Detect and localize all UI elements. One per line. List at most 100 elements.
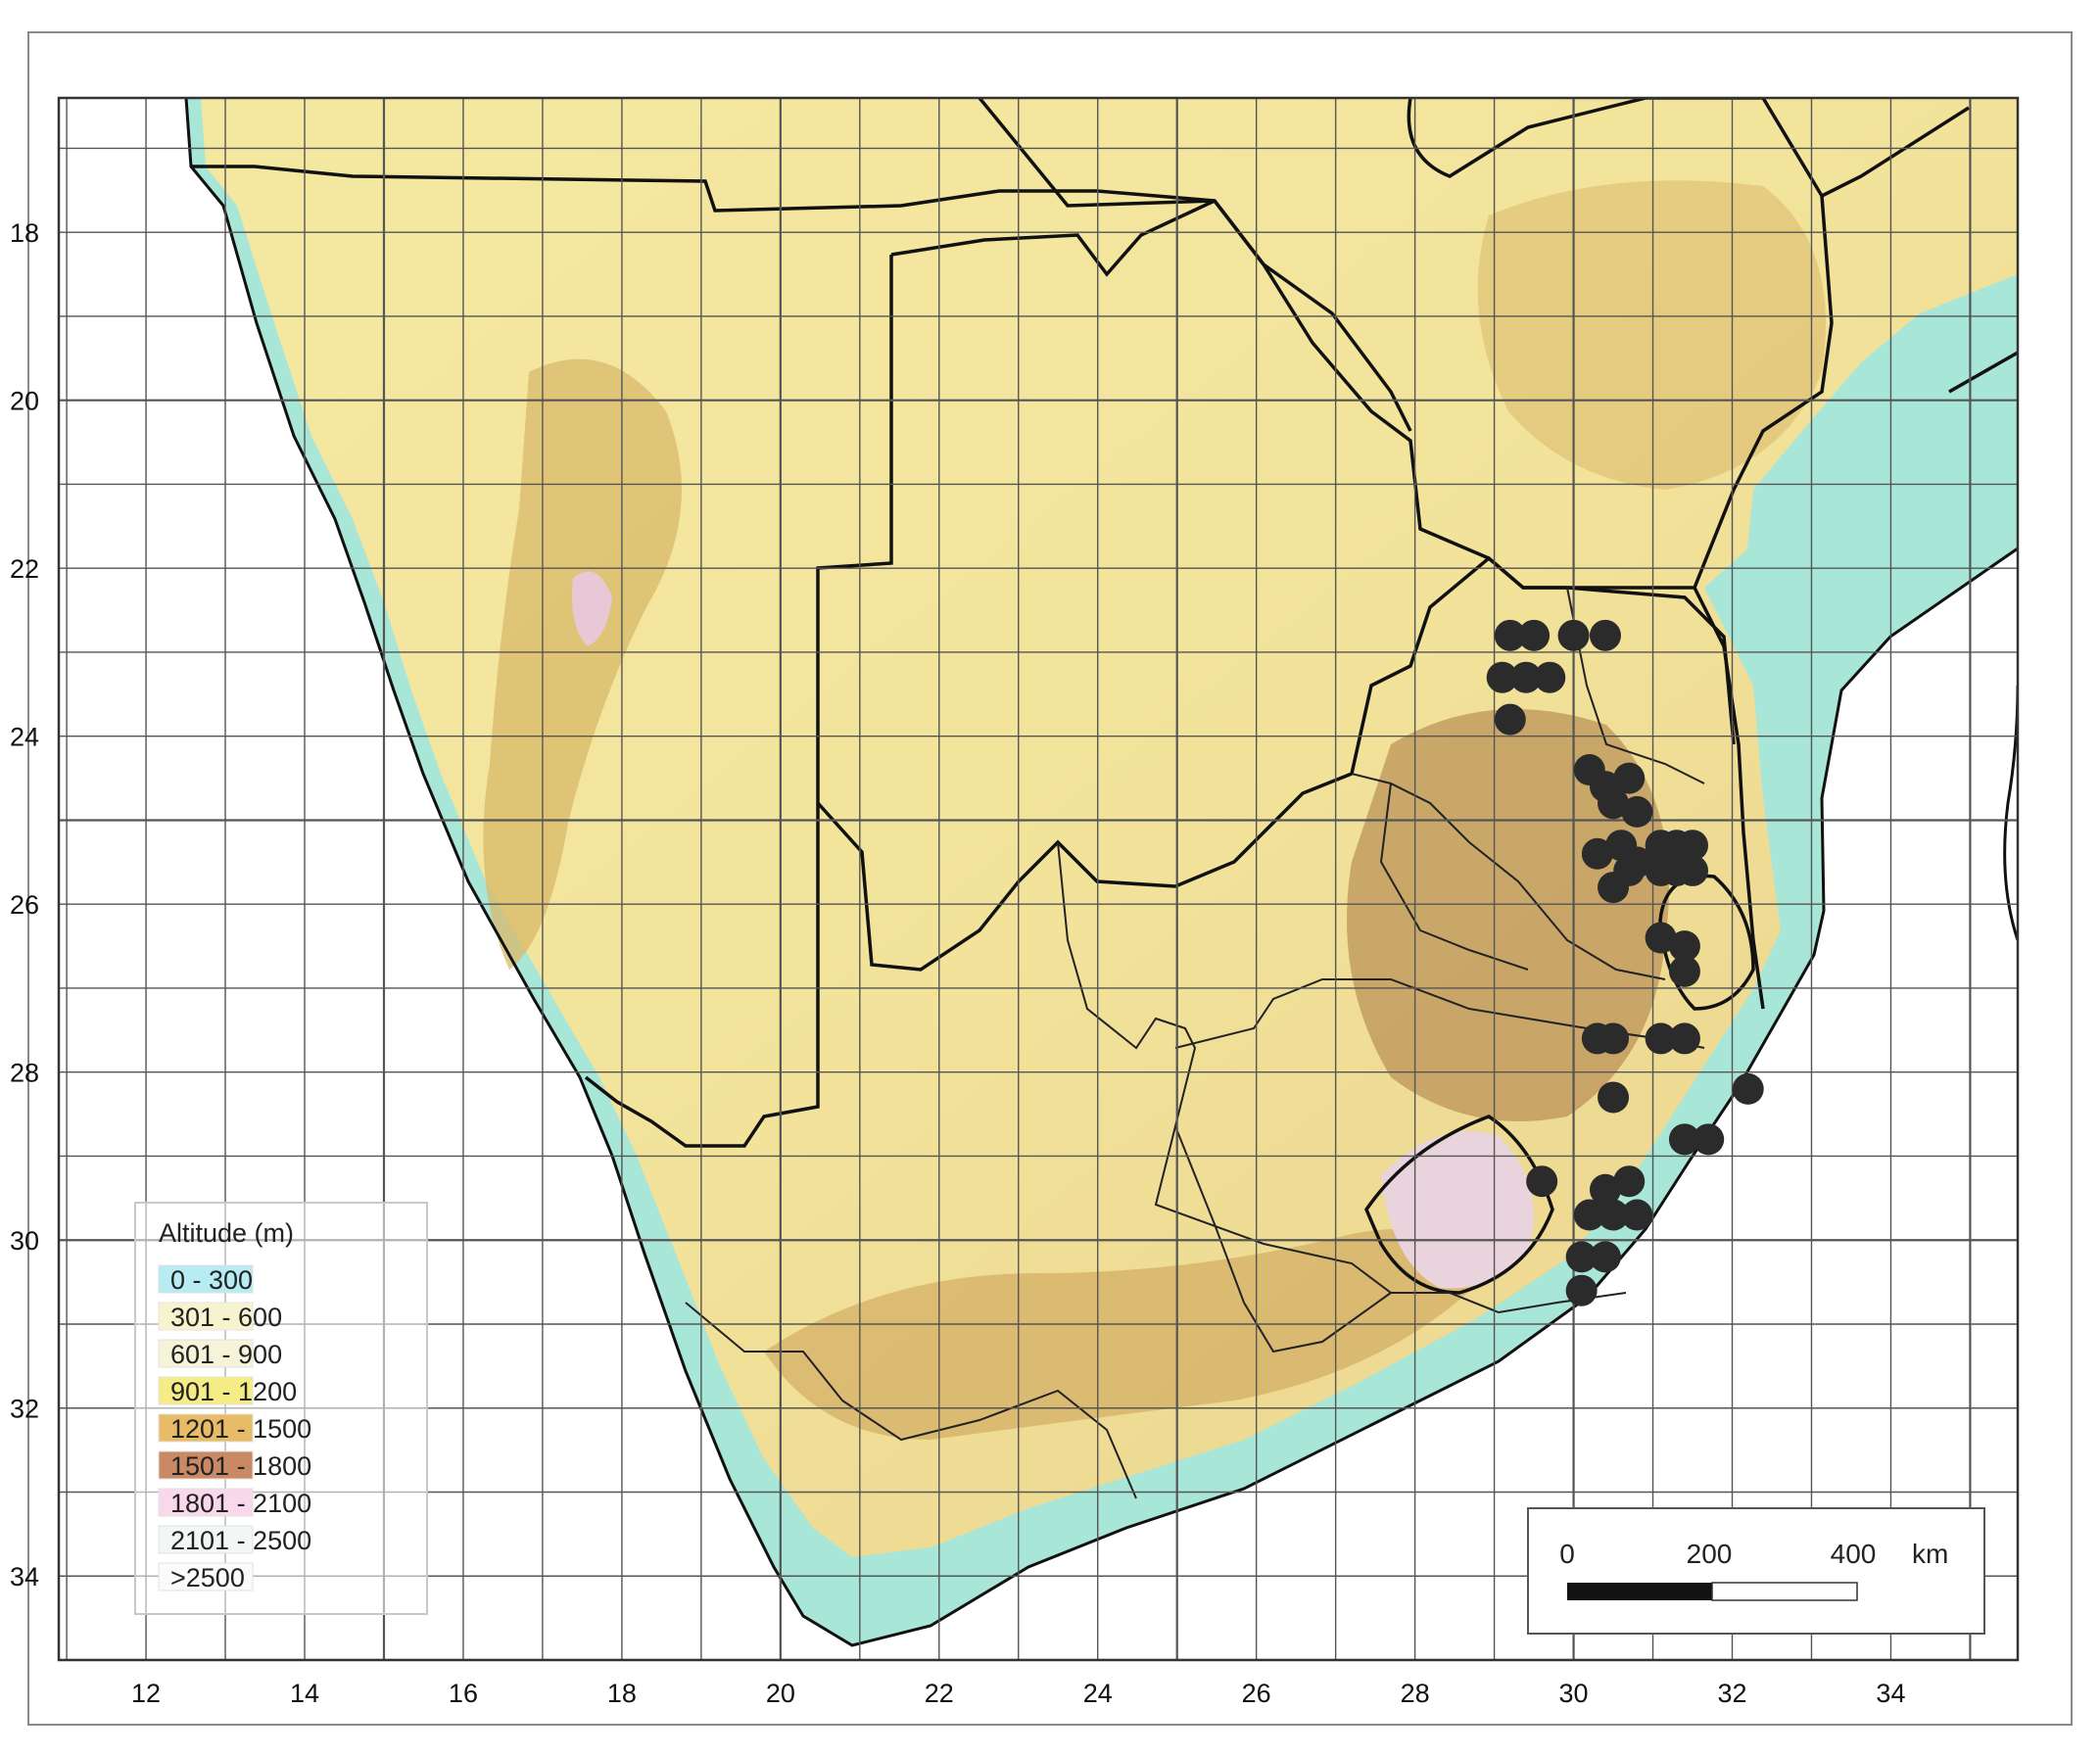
y-tick-label: 24 [10,723,39,752]
y-tick-label: 34 [10,1562,39,1591]
map-frame [27,31,2073,1726]
occurrence-point [1494,703,1526,736]
legend-swatch [158,1450,254,1480]
highland-northeast [1477,180,1826,490]
occurrence-point [1598,787,1630,820]
legend-swatch [158,1339,254,1368]
occurrence-point [1534,661,1566,693]
occurrence-point [1509,661,1542,693]
occurrence-point [1589,1241,1621,1273]
occurrence-point [1668,955,1700,987]
y-tick-label: 30 [10,1226,39,1256]
occurrence-point [1613,1165,1646,1198]
occurrence-point [1581,837,1613,870]
occurrence-point [1645,922,1677,954]
province-border-6 [685,1302,1137,1499]
highland-namibia-peak [572,571,612,646]
occurrence-point [1598,1199,1630,1231]
legend-label: 301 - 600 [170,1303,282,1332]
border-mozambique-malawi [1821,106,2018,394]
border-angola-namibia [191,165,1216,213]
occurrence-point [1645,1022,1677,1055]
y-tick-label: 18 [10,218,39,248]
border-namibia-botswana [584,255,893,1148]
scale-label-200: 200 [1687,1539,1733,1569]
occurrence-point [1557,619,1590,651]
y-tick-label: 28 [10,1059,39,1088]
x-tick-label: 22 [925,1679,954,1708]
legend-label: 1801 - 2100 [170,1489,311,1518]
legend-swatch [158,1264,254,1294]
border-south-africa-mozambique [1693,587,1765,1010]
x-tick-label: 16 [449,1679,478,1708]
occurrence-point [1565,1241,1598,1273]
occurrence-point [1565,1274,1598,1306]
lowland-mozambique [1704,353,2018,798]
occurrence-point [1526,1165,1558,1198]
altitude-legend: Altitude (m) 0 - 300 301 - 600 601 - 900 90… [134,1202,428,1615]
legend-swatch [158,1413,254,1443]
legend-label: 601 - 900 [170,1340,282,1369]
legend-label: >2500 [170,1563,245,1592]
border-zimbabwe-mozambique [1407,98,1834,590]
map-border [57,96,2020,1662]
occurrence-point [1677,830,1709,862]
legend-label: 1501 - 1800 [170,1451,311,1481]
occurrence-point [1598,1022,1630,1055]
y-tick-label: 22 [10,554,39,584]
highland-escarpment-south [764,1229,1489,1440]
occurrence-point [1589,1173,1621,1206]
legend-title: Altitude (m) [159,1218,294,1248]
occurrence-point [1668,1022,1700,1055]
occurrence-point [1621,1199,1653,1231]
legend-swatch [158,1488,254,1517]
y-tick-label: 32 [10,1395,39,1424]
scale-segment-white [1711,1582,1858,1601]
highland-east [1347,709,1669,1121]
scale-bar: 0 200 400 km [1527,1507,1985,1635]
occurrence-points [1486,619,1764,1306]
occurrence-point [1598,1081,1630,1114]
scale-unit: km [1912,1539,1948,1569]
border-limpopo [1350,555,1736,775]
border-caprivi [890,199,1216,277]
legend-label: 901 - 1200 [170,1377,297,1406]
legend-swatch [158,1376,254,1405]
occurrence-point [1613,762,1646,794]
legend-label: 0 - 300 [170,1265,253,1295]
province-border-4 [1379,783,1529,971]
x-tick-label: 12 [131,1679,161,1708]
x-tick-label: 34 [1876,1679,1905,1708]
coastline [184,98,2018,1647]
legend-label: 2101 - 2500 [170,1526,311,1555]
x-tick-label: 30 [1559,1679,1589,1708]
occurrence-point [1621,795,1653,828]
province-border-1 [1057,841,1450,1294]
legend-label: 1201 - 1500 [170,1414,311,1444]
coordinate-grid [59,98,2018,1660]
occurrence-point [1518,619,1551,651]
x-tick-label: 26 [1242,1679,1271,1708]
legend-swatch [158,1302,254,1331]
x-axis-tick-labels: 12 14 16 18 20 22 24 26 28 30 32 34 [131,1679,1905,1708]
legend-swatch [158,1525,254,1554]
occurrence-point [1589,619,1621,651]
x-tick-label: 32 [1717,1679,1746,1708]
y-tick-label: 20 [10,387,39,416]
occurrence-point [1486,661,1518,693]
legend-swatch [158,1562,254,1591]
scale-label-0: 0 [1559,1539,1575,1569]
x-tick-label: 24 [1083,1679,1113,1708]
province-border-7 [1174,1125,1392,1353]
legend-items: 0 - 300 301 - 600 601 - 900 901 - 1200 1201 … [158,1264,311,1592]
highland-lesotho [1381,1131,1534,1289]
occurrence-point [1573,1199,1605,1231]
x-tick-label: 14 [290,1679,319,1708]
occurrence-point [1494,619,1526,651]
x-tick-label: 18 [607,1679,637,1708]
y-axis-tick-labels: 18 20 22 24 26 28 30 32 34 [10,218,39,1591]
occurrence-point [1732,1072,1764,1105]
y-tick-label: 26 [10,890,39,920]
border-lesotho [1364,1115,1554,1295]
